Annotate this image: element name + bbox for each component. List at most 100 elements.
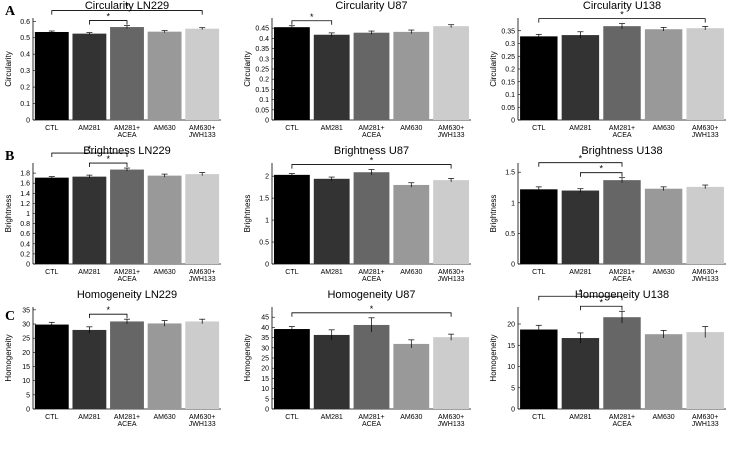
y-tick-label: 15: [261, 376, 269, 383]
y-tick-label: 20: [507, 322, 515, 329]
significance-star: *: [620, 10, 624, 20]
x-tick-label: CTL: [532, 125, 545, 132]
y-axis-label: Homogeneity: [4, 334, 13, 381]
x-tick-label: AM630+ JWH133: [692, 269, 719, 283]
x-tick-label: AM630: [653, 414, 675, 421]
x-tick-line: AM630+: [692, 125, 718, 132]
y-tick-label: 1.5: [505, 170, 515, 177]
x-tick-label: AM630+ JWH133: [189, 414, 216, 428]
x-tick-line: JWH133: [692, 421, 719, 428]
bar: [644, 29, 683, 120]
chart-panel: Brightness U87 Brightness 0 0.5 1 1.5 2 CTL AM28…: [243, 145, 471, 283]
x-tick-label: AM630+ JWH133: [692, 125, 719, 139]
y-tick-label: 0.1: [505, 92, 515, 99]
x-tick-line: JWH133: [692, 276, 719, 283]
bar: [147, 175, 182, 264]
y-tick-label: 40: [261, 325, 269, 332]
bar: [520, 36, 558, 120]
y-tick-label: 0.45: [255, 26, 269, 33]
bar: [393, 184, 430, 264]
y-tick-label: 0.3: [20, 68, 30, 75]
x-tick-line: AM281+: [358, 125, 384, 132]
x-tick-line: AM630+: [189, 125, 215, 132]
y-axis-label: Homogeneity: [243, 334, 252, 381]
bar: [520, 329, 558, 409]
bar: [72, 329, 107, 409]
x-tick-label: AM281: [78, 125, 100, 132]
panel-letter: B: [5, 149, 14, 164]
x-tick-line: ACEA: [612, 421, 631, 428]
x-tick-label: AM630: [154, 125, 176, 132]
x-tick-label: AM281+ ACEA: [609, 269, 635, 283]
bar: [110, 27, 144, 121]
x-tick-label: AM630: [400, 269, 422, 276]
x-tick-line: JWH133: [438, 421, 465, 428]
x-tick-label: CTL: [285, 269, 298, 276]
y-tick-label: 30: [261, 345, 269, 352]
y-tick-label: 0.3: [259, 56, 269, 63]
significance-bracket: [51, 10, 203, 15]
x-tick-line: AM281+: [114, 414, 140, 421]
bar: [433, 337, 470, 409]
x-tick-label: AM281+ ACEA: [609, 414, 635, 428]
x-tick-label: AM630+ JWH133: [692, 414, 719, 428]
y-axis-label: Brightness: [4, 195, 13, 233]
y-tick-label: 10: [261, 386, 269, 393]
y-tick-label: 15: [22, 364, 30, 371]
x-tick-label: CTL: [532, 414, 545, 421]
x-tick-line: ACEA: [117, 132, 136, 139]
bar: [353, 172, 390, 264]
significance-bracket: [291, 20, 333, 25]
significance-star: *: [599, 297, 603, 307]
significance-bracket: [580, 305, 623, 311]
x-tick-line: AM630+: [438, 414, 464, 421]
x-tick-label: AM630: [653, 269, 675, 276]
x-tick-line: JWH133: [189, 132, 216, 139]
x-tick-line: AM281+: [609, 125, 635, 132]
x-tick-label: AM281+ ACEA: [358, 125, 384, 139]
significance-star: *: [106, 154, 110, 164]
chart-title: Homogeneity LN229: [77, 289, 177, 301]
significance-star: *: [106, 12, 110, 22]
x-tick-label: AM630+ JWH133: [189, 269, 216, 283]
y-tick-label: 1.5: [259, 196, 269, 203]
x-tick-line: ACEA: [612, 132, 631, 139]
chart-title: Homogeneity U87: [327, 289, 415, 301]
x-tick-line: AM281+: [358, 414, 384, 421]
y-tick-label: 35: [22, 307, 30, 314]
y-tick-label: 1.8: [20, 171, 30, 178]
significance-bracket: [89, 162, 128, 168]
y-axis-label: Brightness: [243, 195, 252, 233]
bar: [433, 26, 470, 120]
x-tick-line: JWH133: [692, 132, 719, 139]
significance-star: *: [88, 144, 92, 154]
bar: [433, 180, 470, 264]
chart-title: Circularity LN229: [85, 0, 169, 12]
chart-title: Brightness LN229: [83, 145, 170, 157]
bar: [273, 27, 310, 120]
y-tick-label: 0.8: [20, 221, 30, 228]
bar: [686, 28, 724, 121]
bar: [644, 188, 683, 264]
y-tick-label: 0.4: [20, 52, 30, 59]
y-tick-label: 20: [261, 366, 269, 373]
x-tick-line: AM630+: [438, 269, 464, 276]
bar: [561, 338, 600, 409]
bar: [313, 334, 350, 409]
x-tick-label: AM281+ ACEA: [114, 414, 140, 428]
x-tick-label: AM281: [321, 269, 343, 276]
significance-bracket: [538, 162, 623, 167]
x-tick-label: AM281: [569, 269, 591, 276]
y-tick-label: 0.2: [259, 77, 269, 84]
chart-panel: Circularity U87 Circularity 0 0.05 0.1 0.15 0.…: [243, 0, 471, 139]
chart-panel: B Brightness LN229 Brightness 0 0.2 0.4 0.6 0.8…: [4, 144, 221, 283]
x-tick-line: AM630+: [189, 414, 215, 421]
x-tick-line: ACEA: [612, 276, 631, 283]
y-tick-label: 20: [22, 350, 30, 357]
bar: [353, 324, 390, 409]
y-tick-label: 0.25: [501, 54, 515, 61]
x-tick-label: CTL: [285, 414, 298, 421]
y-tick-label: 5: [511, 385, 515, 392]
x-tick-label: AM630: [154, 414, 176, 421]
x-tick-label: AM630: [400, 125, 422, 132]
